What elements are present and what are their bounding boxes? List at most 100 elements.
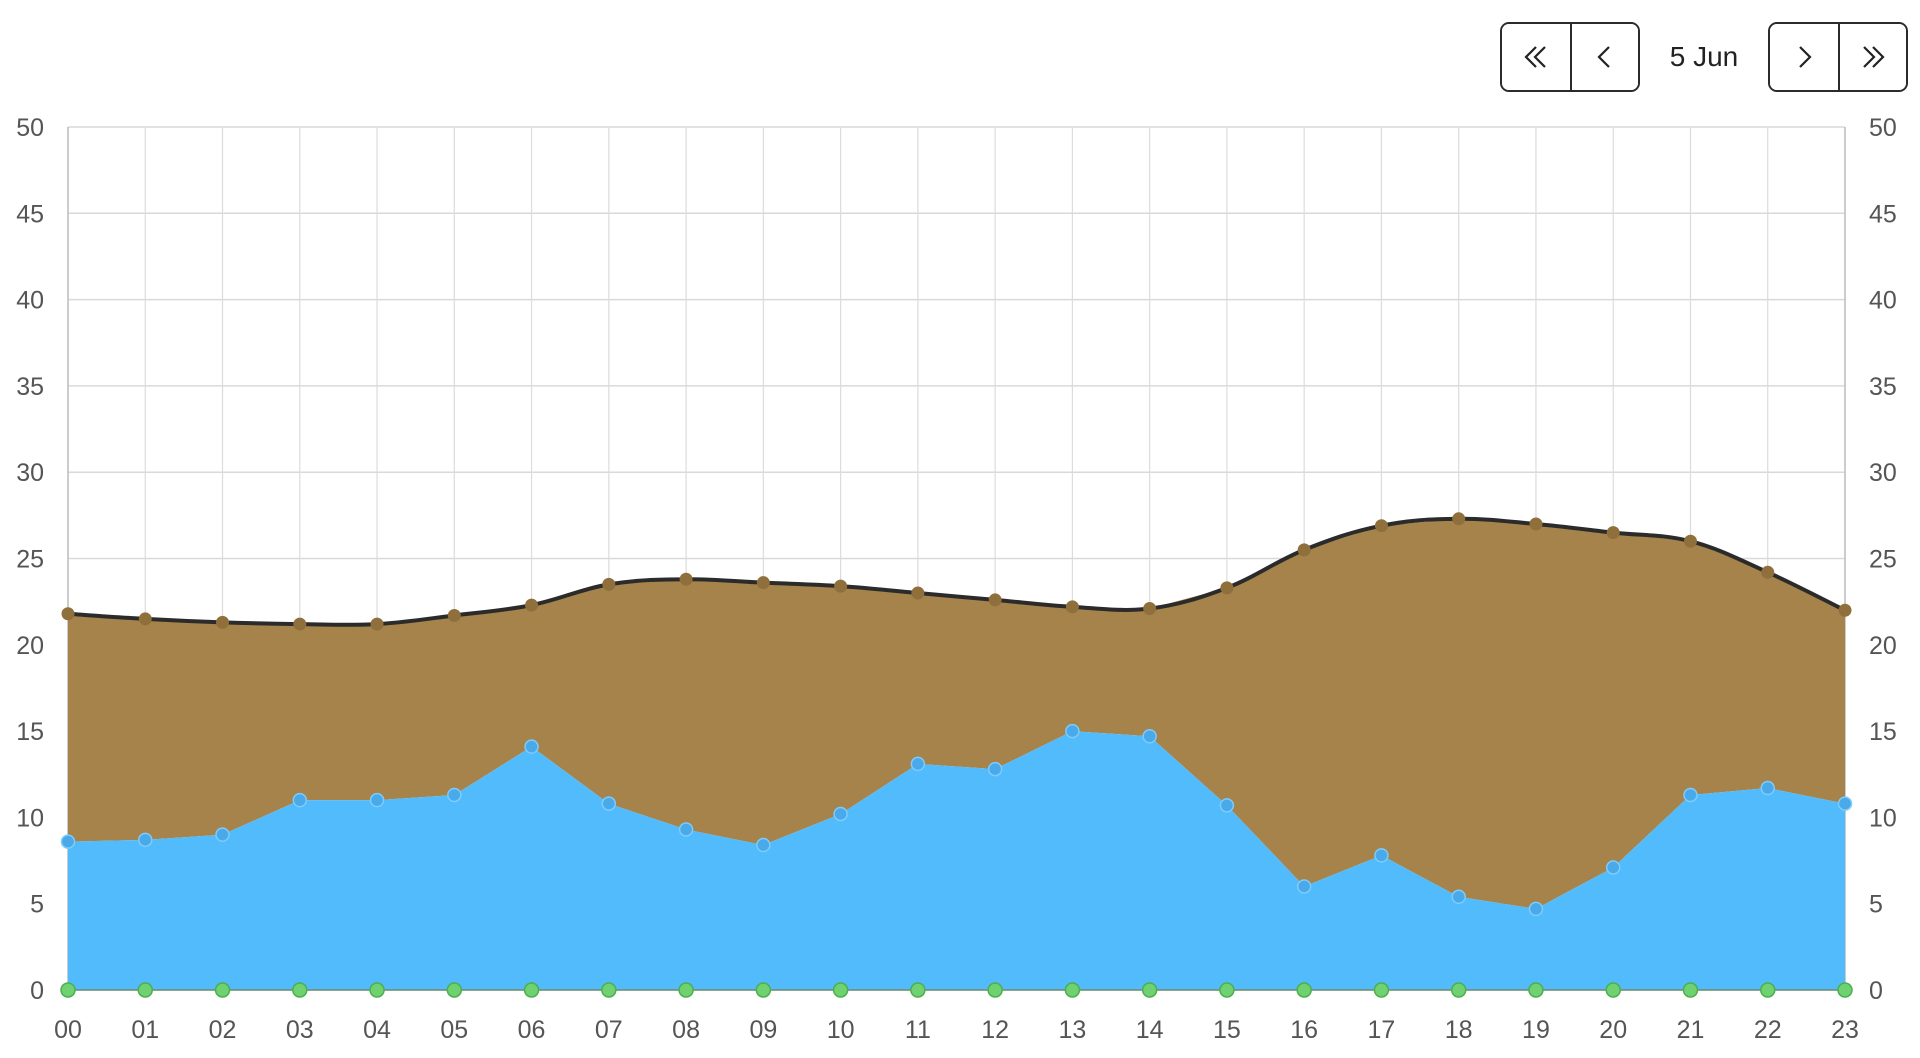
last-button[interactable]: [1838, 24, 1906, 90]
point-middle-20: [1605, 860, 1621, 875]
chevron-left-icon: [1597, 46, 1610, 68]
point-bottom-20: [1605, 982, 1621, 998]
chevron-right-icon: [1799, 46, 1812, 68]
point-top-08: [679, 572, 693, 586]
area-top: [68, 518, 1845, 909]
point-top-06: [525, 598, 539, 612]
point-middle-02: [215, 827, 230, 842]
y-tick-right: 35: [1869, 373, 1897, 401]
point-top-14: [1143, 602, 1157, 616]
next-button[interactable]: [1770, 24, 1838, 90]
point-top-01: [138, 612, 152, 626]
y-tick-left: 25: [16, 546, 44, 574]
point-middle-10: [833, 806, 848, 822]
point-top-20: [1606, 526, 1620, 540]
y-tick-left: 10: [16, 804, 44, 832]
point-top-05: [447, 608, 461, 622]
y-tick-left: 45: [16, 200, 44, 228]
prev-button[interactable]: [1570, 24, 1638, 90]
x-tick-label: 15: [1213, 1016, 1241, 1044]
x-tick-label: 00: [54, 1016, 82, 1044]
y-tick-left: 50: [16, 114, 44, 142]
forward-button-group: [1768, 22, 1908, 92]
point-bottom-18: [1450, 982, 1467, 998]
point-middle-22: [1760, 780, 1775, 796]
point-bottom-16: [1296, 982, 1312, 998]
point-top-10: [834, 579, 848, 593]
x-tick-label: 23: [1831, 1016, 1859, 1044]
point-top-19: [1529, 517, 1543, 531]
x-tick-label: 22: [1754, 1016, 1782, 1044]
point-bottom-04: [369, 982, 385, 998]
y-tick-right: 50: [1869, 114, 1897, 142]
point-top-12: [988, 593, 1002, 607]
x-tick-label: 08: [672, 1016, 700, 1044]
point-top-22: [1761, 565, 1775, 579]
point-top-13: [1065, 600, 1079, 614]
x-tick-label: 06: [518, 1016, 546, 1044]
y-tick-right: 45: [1869, 200, 1897, 228]
y-tick-right: 15: [1869, 718, 1897, 746]
y-tick-right: 30: [1869, 459, 1897, 487]
point-top-00: [61, 607, 75, 621]
point-bottom-10: [832, 982, 849, 998]
point-top-17: [1374, 519, 1388, 533]
y-tick-left: 5: [30, 891, 44, 919]
point-top-21: [1683, 534, 1697, 548]
point-middle-12: [987, 761, 1003, 777]
point-bottom-09: [755, 982, 772, 998]
point-top-15: [1220, 581, 1234, 595]
y-tick-right: 10: [1869, 804, 1897, 832]
point-top-07: [602, 577, 616, 591]
point-bottom-01: [137, 982, 154, 998]
point-middle-03: [292, 792, 308, 808]
y-tick-right: 25: [1869, 546, 1897, 574]
point-bottom-05: [446, 982, 463, 998]
x-tick-label: 10: [827, 1016, 855, 1044]
point-bottom-21: [1682, 982, 1699, 998]
point-bottom-06: [523, 982, 540, 998]
x-tick-label: 13: [1058, 1016, 1086, 1044]
first-button[interactable]: [1502, 24, 1570, 90]
point-bottom-19: [1528, 982, 1544, 998]
point-bottom-14: [1141, 982, 1158, 998]
x-tick-label: 14: [1136, 1016, 1164, 1044]
x-tick-label: 17: [1368, 1016, 1396, 1044]
point-middle-01: [138, 832, 153, 848]
point-middle-13: [1065, 723, 1080, 739]
double-chevron-left-icon: [1524, 46, 1546, 68]
point-bottom-11: [910, 982, 926, 998]
point-top-23: [1838, 603, 1852, 617]
x-tick-label: 20: [1599, 1016, 1627, 1044]
point-top-04: [370, 617, 384, 631]
point-top-03: [293, 617, 307, 631]
point-middle-07: [601, 796, 617, 811]
y-tick-right: 0: [1869, 977, 1883, 1005]
x-tick-label: 02: [209, 1016, 237, 1044]
x-tick-label: 18: [1445, 1016, 1473, 1044]
y-tick-right: 5: [1869, 891, 1883, 919]
point-bottom-03: [292, 982, 308, 998]
point-bottom-02: [214, 982, 231, 998]
x-tick-label: 09: [749, 1016, 777, 1044]
point-middle-19: [1528, 901, 1544, 917]
point-middle-15: [1219, 798, 1235, 813]
point-top-02: [216, 615, 230, 629]
point-bottom-00: [60, 982, 76, 998]
point-bottom-17: [1373, 982, 1390, 998]
current-date: 5 Jun: [1669, 41, 1739, 72]
y-tick-right: 40: [1869, 287, 1897, 315]
y-tick-right: 20: [1869, 632, 1897, 660]
point-bottom-08: [678, 982, 694, 998]
point-middle-05: [447, 787, 462, 803]
point-bottom-07: [601, 982, 617, 998]
point-middle-18: [1451, 889, 1466, 905]
point-middle-00: [60, 834, 76, 849]
point-middle-21: [1683, 787, 1698, 803]
point-middle-14: [1142, 729, 1157, 744]
point-bottom-13: [1064, 982, 1081, 998]
point-middle-04: [369, 792, 385, 808]
point-middle-11: [910, 756, 926, 772]
x-tick-label: 04: [363, 1016, 391, 1044]
